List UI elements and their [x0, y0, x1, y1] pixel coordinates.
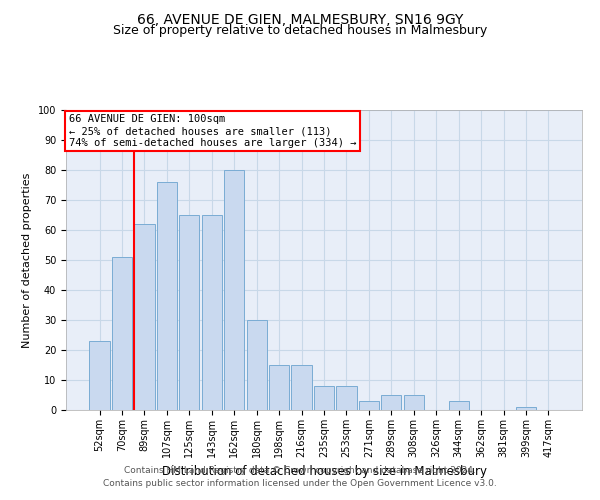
Bar — [179, 215, 199, 410]
Bar — [112, 257, 132, 410]
Bar — [292, 365, 311, 410]
Bar — [314, 386, 334, 410]
Bar — [247, 320, 267, 410]
Bar — [337, 386, 356, 410]
Bar — [202, 215, 222, 410]
Bar — [359, 401, 379, 410]
Y-axis label: Number of detached properties: Number of detached properties — [22, 172, 32, 348]
Bar — [516, 407, 536, 410]
Text: 66, AVENUE DE GIEN, MALMESBURY, SN16 9GY: 66, AVENUE DE GIEN, MALMESBURY, SN16 9GY — [137, 12, 463, 26]
Bar — [404, 395, 424, 410]
X-axis label: Distribution of detached houses by size in Malmesbury: Distribution of detached houses by size … — [161, 466, 487, 478]
Bar — [157, 182, 177, 410]
Bar — [381, 395, 401, 410]
Text: Contains HM Land Registry data © Crown copyright and database right 2024.
Contai: Contains HM Land Registry data © Crown c… — [103, 466, 497, 487]
Bar — [134, 224, 155, 410]
Bar — [89, 341, 110, 410]
Text: 66 AVENUE DE GIEN: 100sqm
← 25% of detached houses are smaller (113)
74% of semi: 66 AVENUE DE GIEN: 100sqm ← 25% of detac… — [68, 114, 356, 148]
Bar — [269, 365, 289, 410]
Text: Size of property relative to detached houses in Malmesbury: Size of property relative to detached ho… — [113, 24, 487, 37]
Bar — [449, 401, 469, 410]
Bar — [224, 170, 244, 410]
